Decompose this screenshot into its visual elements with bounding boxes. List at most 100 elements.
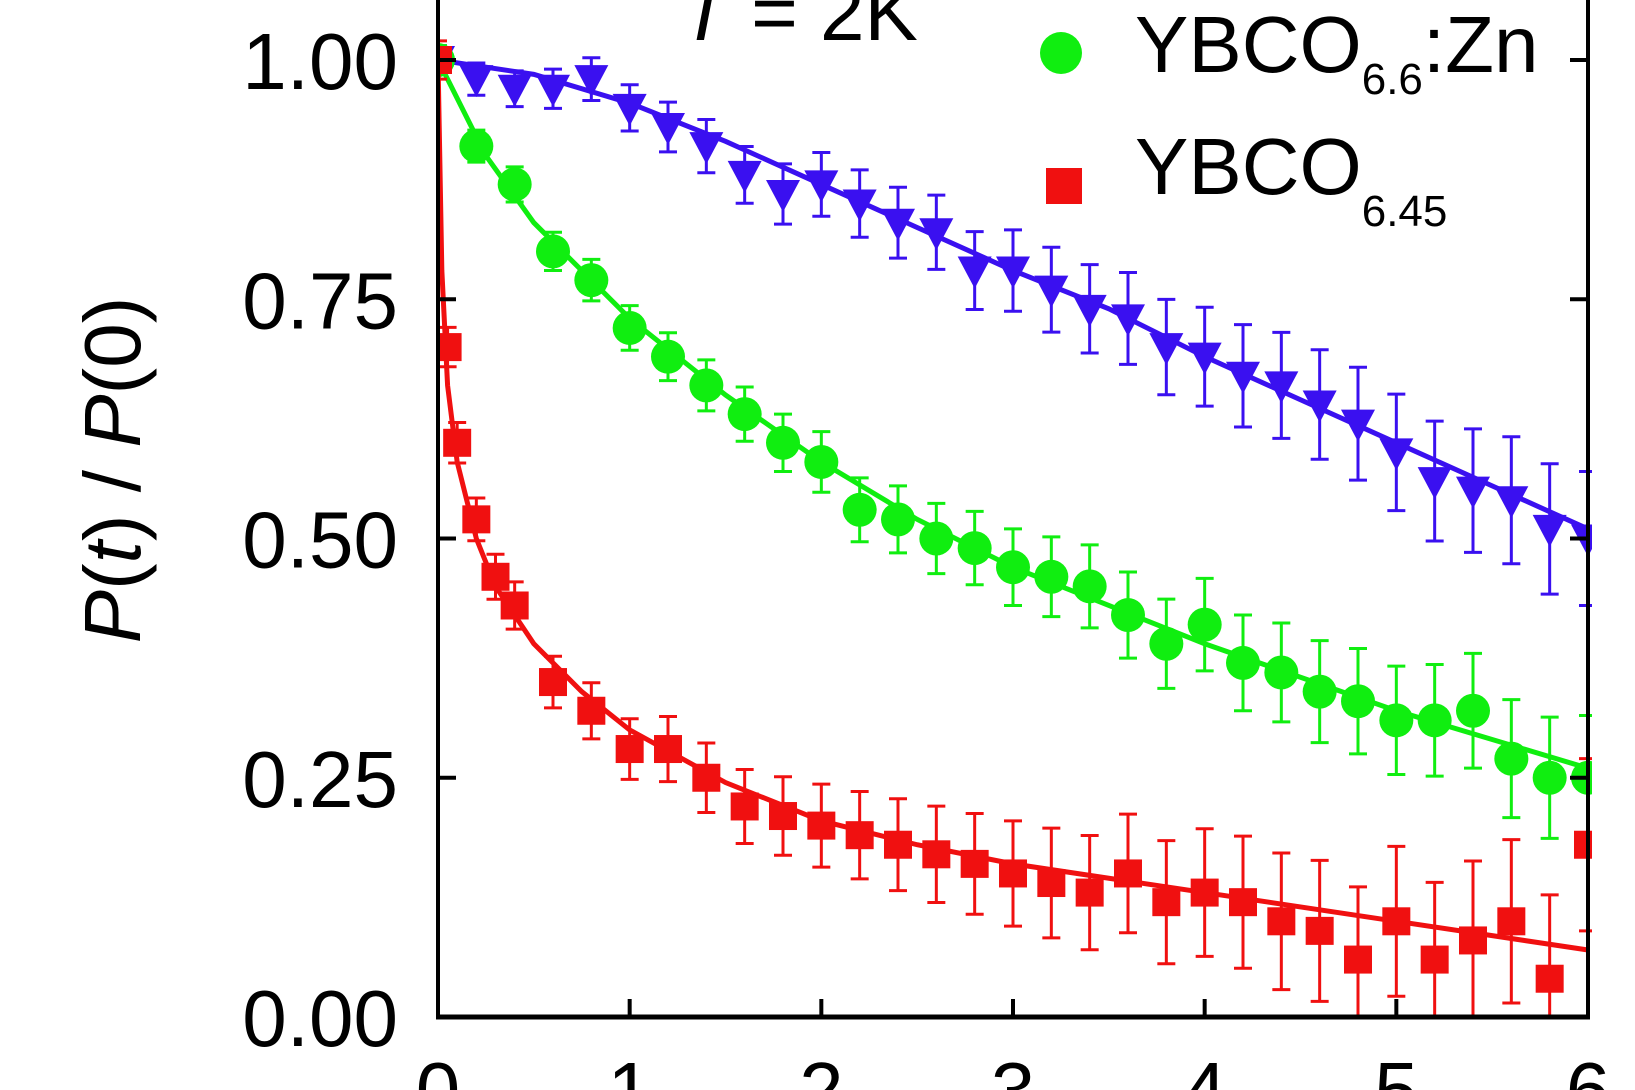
data-point <box>1264 371 1299 404</box>
y-label-part: P <box>68 394 157 447</box>
data-point <box>1111 304 1145 337</box>
data-point <box>1037 869 1066 898</box>
data-point <box>574 65 609 98</box>
data-point <box>1379 703 1414 738</box>
data-point <box>1497 907 1526 936</box>
data-point <box>1532 760 1567 795</box>
data-point <box>459 65 494 98</box>
data-point <box>1456 476 1490 509</box>
data-point <box>922 840 951 869</box>
data-point <box>500 591 529 620</box>
y-label-part: t <box>68 538 157 563</box>
x-tick-label: 2 <box>799 1046 844 1090</box>
data-point <box>1149 626 1184 661</box>
y-tick-label: 1.00 <box>242 17 398 106</box>
data-point <box>1034 559 1069 594</box>
legend-marker-circle <box>1040 32 1082 74</box>
legend-label-zn: YBCO6.6:Zn <box>1135 0 1538 104</box>
legend-sub: 6.45 <box>1362 187 1448 236</box>
legend-sub: 6.6 <box>1362 55 1423 104</box>
y-tick-label: 0.25 <box>242 735 398 824</box>
data-point <box>1456 693 1490 728</box>
data-point <box>1229 888 1257 917</box>
ticks: 0 1 2 3 4 5 6 0.00 0.25 0.50 0.75 1.00 <box>242 17 1610 1090</box>
data-point <box>842 492 877 527</box>
data-point <box>804 444 839 479</box>
chart-title: T = 2K <box>680 0 918 57</box>
data-point <box>1072 569 1107 604</box>
data-point <box>654 735 682 764</box>
data-point <box>727 397 762 432</box>
data-point <box>960 849 989 878</box>
data-point <box>727 160 762 193</box>
data-point <box>804 170 839 203</box>
data-point <box>539 668 567 697</box>
data-point <box>1267 907 1296 936</box>
y-label-part: (0) <box>68 297 157 395</box>
data-point <box>999 859 1027 888</box>
legend-marker-square <box>1046 168 1082 204</box>
x-tick-label: 1 <box>607 1046 652 1090</box>
x-tick-label: 0 <box>416 1046 461 1090</box>
data-point <box>612 310 647 345</box>
legend: YBCO6.6:Zn YBCO 6.45 <box>1040 0 1538 236</box>
x-tick-label: 6 <box>1566 1046 1611 1090</box>
data-point <box>766 425 800 460</box>
x-tick-label: 5 <box>1374 1046 1419 1090</box>
y-label-part: P <box>68 590 157 643</box>
data-point <box>1152 888 1181 917</box>
data-point <box>1494 741 1529 776</box>
data-point <box>577 696 606 725</box>
data-point <box>615 735 644 764</box>
data-point <box>459 129 494 164</box>
data-point <box>497 167 532 202</box>
data-point <box>1382 907 1411 936</box>
data-point <box>481 562 510 591</box>
data-point <box>1187 607 1222 642</box>
data-point <box>1305 916 1334 945</box>
data-point <box>881 502 915 537</box>
y-axis-label: P(t) / P(0) <box>68 297 157 644</box>
data-point <box>1111 598 1145 633</box>
legend-suffix: :Zn <box>1423 0 1539 89</box>
data-point <box>574 263 609 298</box>
data-point <box>842 189 877 222</box>
data-point <box>497 74 532 107</box>
data-point <box>881 208 915 241</box>
data-point <box>919 521 954 556</box>
series-triangle-down <box>438 44 1592 607</box>
y-tick-label: 0.00 <box>242 974 398 1063</box>
data-point <box>1187 342 1222 375</box>
data-point <box>1417 703 1452 738</box>
data-point <box>612 93 647 126</box>
title-rest: = 2K <box>729 0 918 57</box>
series-square <box>438 39 1592 1017</box>
data-point <box>462 505 491 534</box>
data-point <box>996 550 1030 585</box>
data-point <box>1379 438 1414 471</box>
legend-main: YBCO <box>1135 0 1362 89</box>
data-point <box>766 179 800 212</box>
data-point <box>1264 655 1299 690</box>
data-point <box>1302 390 1337 423</box>
data-point <box>651 112 685 145</box>
data-point <box>1114 859 1142 888</box>
data-point <box>438 333 462 362</box>
data-point <box>884 830 912 859</box>
data-point <box>1341 409 1375 442</box>
data-point <box>1532 514 1567 547</box>
data-point <box>1034 275 1069 308</box>
data-point <box>1302 674 1337 709</box>
data-point <box>1226 361 1260 394</box>
data-point <box>807 811 836 840</box>
y-tick-label: 0.75 <box>242 256 398 345</box>
x-tick-label: 3 <box>991 1046 1036 1090</box>
y-label-part: ) / <box>68 448 157 541</box>
y-tick-label: 0.50 <box>242 496 398 585</box>
x-tick-label: 4 <box>1182 1046 1227 1090</box>
data-point <box>769 802 797 831</box>
data-point <box>1226 645 1260 680</box>
title-variable: T <box>680 0 734 57</box>
data-point <box>996 256 1030 289</box>
data-point <box>443 428 472 457</box>
